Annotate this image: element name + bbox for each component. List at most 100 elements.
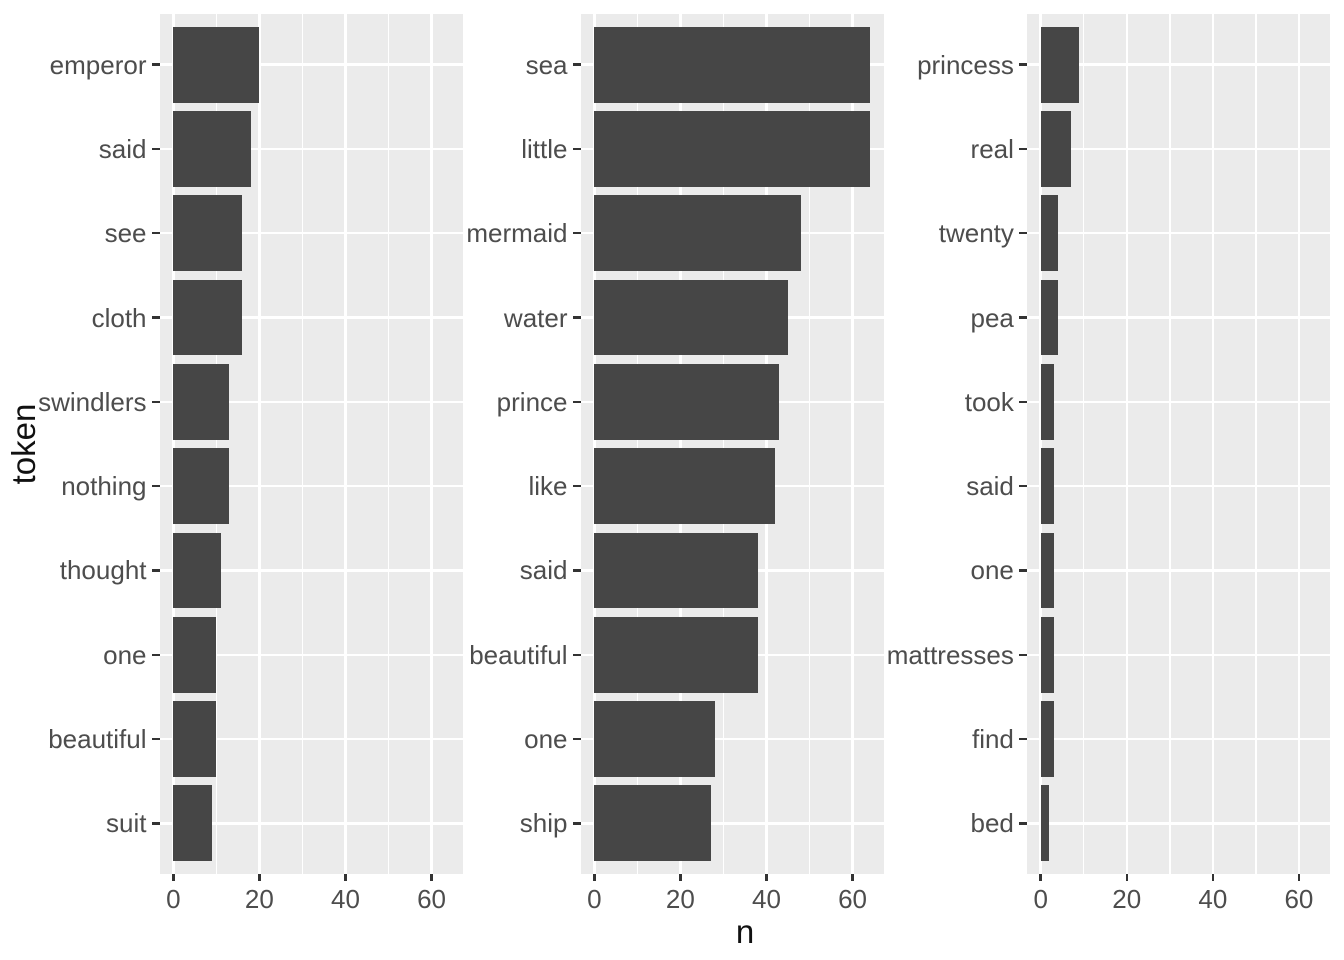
gridline-minor-v bbox=[808, 14, 811, 874]
y-tick-mark bbox=[572, 653, 581, 657]
x-tick-label: 20 bbox=[244, 884, 274, 914]
y-tick-mark bbox=[572, 231, 581, 235]
x-tick-mark bbox=[679, 874, 682, 881]
x-tick-label: 40 bbox=[751, 884, 781, 914]
y-tick-mark bbox=[572, 569, 581, 572]
bar-find bbox=[1040, 701, 1054, 778]
y-tick-label: princess bbox=[917, 49, 1014, 80]
x-tick-mark bbox=[258, 874, 261, 881]
y-tick-label: suit bbox=[106, 808, 147, 839]
x-tick-mark bbox=[172, 874, 175, 881]
y-tick-mark bbox=[572, 737, 581, 741]
gridline-major-v bbox=[1211, 14, 1215, 874]
gridline-minor-v bbox=[636, 14, 639, 874]
x-tick-label: 60 bbox=[417, 884, 446, 914]
x-tick-label: 60 bbox=[838, 884, 867, 914]
bar-one bbox=[173, 616, 217, 693]
y-tick-mark bbox=[151, 737, 160, 741]
gridline-major-h bbox=[159, 400, 463, 404]
gridline-minor-v bbox=[1169, 14, 1171, 874]
bar-ship bbox=[594, 785, 711, 862]
x-tick-mark bbox=[1039, 874, 1042, 881]
y-tick-mark bbox=[151, 316, 160, 319]
gridline-major-v bbox=[765, 14, 768, 874]
x-tick-mark bbox=[1297, 874, 1301, 881]
gridline-major-v bbox=[1039, 14, 1042, 874]
bar-water bbox=[594, 279, 788, 356]
gridline-major-h bbox=[159, 231, 463, 235]
bar-see bbox=[173, 195, 243, 272]
y-tick-label: mermaid bbox=[466, 218, 568, 249]
gridline-minor-v bbox=[387, 14, 390, 874]
bar-pea bbox=[1040, 279, 1058, 356]
y-tick-label: nothing bbox=[61, 471, 147, 502]
x-tick-label: 40 bbox=[1198, 884, 1228, 914]
gridline-major-h bbox=[1026, 569, 1330, 572]
gridline-minor-v bbox=[301, 14, 304, 874]
y-tick-label: pea bbox=[970, 302, 1014, 333]
gridline-major-h bbox=[1026, 484, 1330, 488]
y-tick-label: one bbox=[524, 724, 568, 755]
bar-princess bbox=[1040, 26, 1080, 103]
bar-emperor bbox=[173, 26, 260, 103]
bar-said bbox=[173, 110, 251, 187]
gridline-major-h bbox=[1026, 653, 1330, 657]
y-tick-mark bbox=[151, 400, 160, 404]
bar-bed bbox=[1040, 785, 1050, 862]
x-tick-mark bbox=[430, 874, 433, 881]
bar-suit bbox=[173, 785, 213, 862]
x-tick-label: 0 bbox=[166, 884, 181, 914]
y-tick-label: said bbox=[966, 471, 1014, 502]
y-tick-mark bbox=[1018, 484, 1027, 488]
bar-swindlers bbox=[173, 363, 230, 440]
gridline-major-v bbox=[679, 14, 682, 874]
y-tick-label: beautiful bbox=[48, 724, 147, 755]
x-tick-mark bbox=[851, 874, 854, 881]
gridline-major-v bbox=[344, 14, 347, 874]
gridline-major-h bbox=[159, 316, 463, 319]
gridline-major-v bbox=[172, 14, 175, 874]
gridline-major-h bbox=[1026, 316, 1330, 319]
y-tick-label: said bbox=[98, 133, 147, 164]
gridline-minor-v bbox=[215, 14, 218, 874]
y-tick-label: ship bbox=[519, 808, 568, 839]
x-tick-label: 0 bbox=[587, 884, 602, 914]
y-tick-label: see bbox=[104, 218, 147, 249]
bar-mattresses bbox=[1040, 616, 1054, 693]
bar-prince bbox=[594, 363, 780, 440]
y-tick-mark bbox=[151, 63, 160, 66]
bar-little bbox=[594, 110, 870, 187]
y-tick-label: cloth bbox=[91, 302, 147, 333]
gridline-major-h bbox=[1026, 822, 1330, 825]
x-tick-mark bbox=[1211, 874, 1215, 881]
y-tick-mark bbox=[572, 400, 581, 404]
y-tick-label: emperor bbox=[49, 49, 147, 80]
y-tick-label: twenty bbox=[938, 218, 1014, 249]
y-tick-mark bbox=[1018, 653, 1027, 657]
y-tick-mark bbox=[572, 147, 581, 151]
bar-mermaid bbox=[594, 195, 801, 272]
bar-sea bbox=[594, 26, 870, 103]
bar-beautiful bbox=[173, 701, 217, 778]
y-tick-label: thought bbox=[59, 555, 147, 586]
bar-one bbox=[594, 701, 715, 778]
y-tick-label: prince bbox=[496, 386, 568, 417]
y-tick-label: find bbox=[971, 724, 1014, 755]
y-tick-mark bbox=[572, 63, 581, 66]
x-tick-label: 20 bbox=[665, 884, 695, 914]
y-tick-mark bbox=[1018, 231, 1027, 235]
gridline-major-h bbox=[1026, 400, 1330, 404]
bar-said bbox=[1040, 448, 1054, 525]
y-tick-mark bbox=[151, 147, 160, 151]
y-tick-mark bbox=[151, 653, 160, 657]
y-tick-label: bed bbox=[970, 808, 1014, 839]
y-tick-label: took bbox=[964, 386, 1014, 417]
y-tick-mark bbox=[572, 484, 581, 488]
gridline-minor-v bbox=[1082, 14, 1085, 874]
y-tick-label: sea bbox=[525, 49, 568, 80]
gridline-major-v bbox=[430, 14, 433, 874]
gridline-major-h bbox=[1026, 737, 1330, 741]
gridline-major-v bbox=[593, 14, 596, 874]
y-tick-mark bbox=[151, 569, 160, 572]
gridline-major-h bbox=[580, 737, 884, 741]
